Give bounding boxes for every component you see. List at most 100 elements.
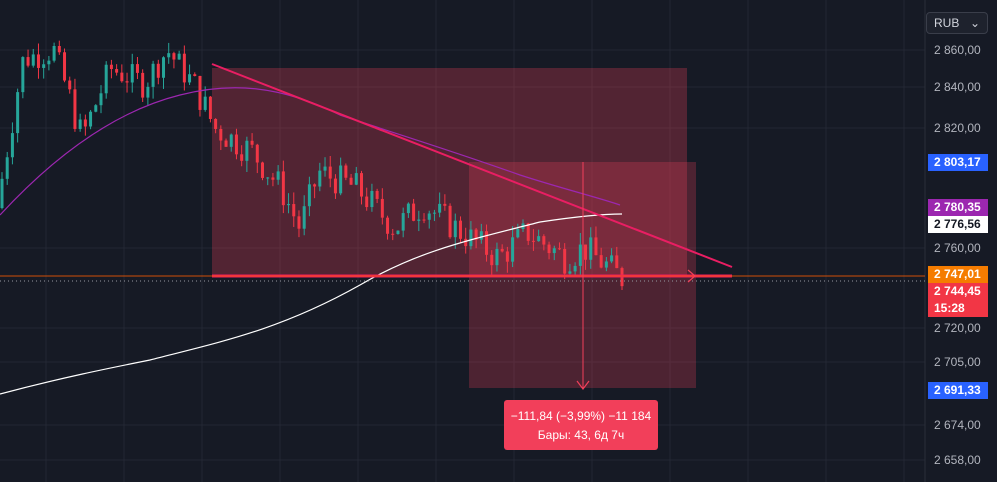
y-axis-tick-label: 2 720,00 bbox=[934, 321, 981, 335]
candle-body bbox=[380, 198, 384, 218]
candle-body bbox=[234, 134, 238, 155]
price-tag-label: 2 691,33 bbox=[928, 381, 988, 399]
candle-body bbox=[115, 69, 119, 73]
candle-body bbox=[276, 171, 280, 180]
candle-body bbox=[78, 119, 82, 129]
price-tag-label: 2 803,17 bbox=[928, 153, 988, 171]
candle-body bbox=[406, 203, 410, 214]
price-tag-label: 2 747,01 bbox=[928, 265, 988, 283]
y-axis-tick-label: 2 674,00 bbox=[934, 418, 981, 432]
y-axis-tick-label: 2 840,00 bbox=[934, 80, 981, 94]
candle-body bbox=[474, 229, 478, 240]
candle-body bbox=[464, 238, 468, 247]
chevron-down-icon: ⌄ bbox=[969, 16, 980, 30]
candle-body bbox=[21, 57, 25, 93]
candle-body bbox=[485, 231, 489, 255]
candle-body bbox=[500, 248, 504, 252]
candle-body bbox=[526, 223, 530, 241]
candle-body bbox=[318, 170, 322, 187]
candle-body bbox=[547, 244, 551, 254]
candle-body bbox=[458, 220, 462, 239]
candle-body bbox=[255, 144, 259, 163]
candle-body bbox=[198, 75, 202, 110]
y-axis-tick-label: 2 705,00 bbox=[934, 355, 981, 369]
candle-body bbox=[563, 248, 567, 274]
candle-body bbox=[505, 251, 509, 262]
candle-body bbox=[604, 261, 608, 268]
candle-body bbox=[448, 205, 452, 238]
candle-body bbox=[328, 166, 332, 179]
candle-body bbox=[135, 64, 139, 73]
candle-body bbox=[573, 265, 577, 272]
candle-body bbox=[443, 203, 447, 206]
candle-body bbox=[229, 134, 233, 147]
candle-body bbox=[339, 165, 343, 194]
candle-body bbox=[151, 63, 155, 87]
candle-body bbox=[302, 206, 306, 229]
candle-body bbox=[36, 54, 40, 68]
candle-body bbox=[57, 46, 61, 53]
candle-body bbox=[599, 255, 603, 268]
candle-body bbox=[594, 237, 598, 256]
candle-body bbox=[193, 74, 197, 76]
candle-body bbox=[297, 216, 301, 229]
candle-body bbox=[182, 53, 186, 83]
candle-body bbox=[359, 173, 363, 197]
candle-body bbox=[99, 93, 103, 106]
candle-body bbox=[287, 204, 291, 206]
candle-body bbox=[495, 248, 499, 266]
candle-body bbox=[531, 240, 535, 242]
candle-body bbox=[281, 171, 285, 206]
candle-body bbox=[292, 204, 296, 217]
candle-body bbox=[47, 60, 51, 65]
candle-body bbox=[214, 118, 218, 129]
measure-change: −111,84 (−3,99%) −11 184 bbox=[510, 409, 652, 423]
candle-body bbox=[344, 165, 348, 178]
measure-bars: Бары: 43, 6д 7ч bbox=[537, 428, 625, 442]
candle-body bbox=[589, 237, 593, 260]
candle-body bbox=[432, 212, 436, 214]
arrow-right-icon bbox=[687, 269, 696, 283]
candle-body bbox=[52, 46, 56, 61]
pattern-zone bbox=[212, 68, 687, 276]
y-axis-tick-label: 2 658,00 bbox=[934, 453, 981, 467]
candle-body bbox=[125, 81, 129, 83]
candle-body bbox=[120, 72, 124, 82]
candle-body bbox=[422, 219, 426, 221]
candle-body bbox=[156, 63, 160, 78]
moving-average-long bbox=[0, 213, 623, 395]
candle-body bbox=[219, 128, 223, 141]
candle-body bbox=[412, 203, 416, 221]
candle-body bbox=[584, 244, 588, 260]
candle-body bbox=[370, 190, 374, 208]
candle-body bbox=[141, 72, 145, 98]
candle-body bbox=[203, 96, 207, 110]
candle-body bbox=[365, 196, 369, 208]
y-axis-tick-label: 2 820,00 bbox=[934, 121, 981, 135]
candle-body bbox=[0, 178, 4, 208]
candle-body bbox=[469, 229, 473, 247]
candle-body bbox=[94, 105, 98, 112]
candle-body bbox=[146, 86, 150, 98]
currency-selector[interactable]: RUB ⌄ bbox=[926, 12, 988, 34]
price-tag-label: 15:28 bbox=[928, 299, 988, 317]
candle-body bbox=[208, 96, 212, 119]
candle-body bbox=[188, 74, 192, 83]
candle-body bbox=[261, 162, 265, 178]
candle-body bbox=[104, 64, 108, 94]
candle-body bbox=[73, 89, 77, 129]
price-tag-label: 2 744,45 bbox=[928, 282, 988, 300]
candle-body bbox=[89, 111, 93, 127]
candle-body bbox=[542, 236, 546, 245]
candle-body bbox=[323, 166, 327, 171]
candle-body bbox=[5, 157, 9, 179]
candle-body bbox=[250, 140, 254, 145]
candle-body bbox=[453, 220, 457, 238]
candle-body bbox=[610, 255, 614, 262]
candle-body bbox=[375, 190, 379, 199]
candle-body bbox=[83, 119, 87, 127]
candle-body bbox=[401, 213, 405, 231]
candle-body bbox=[557, 248, 561, 250]
